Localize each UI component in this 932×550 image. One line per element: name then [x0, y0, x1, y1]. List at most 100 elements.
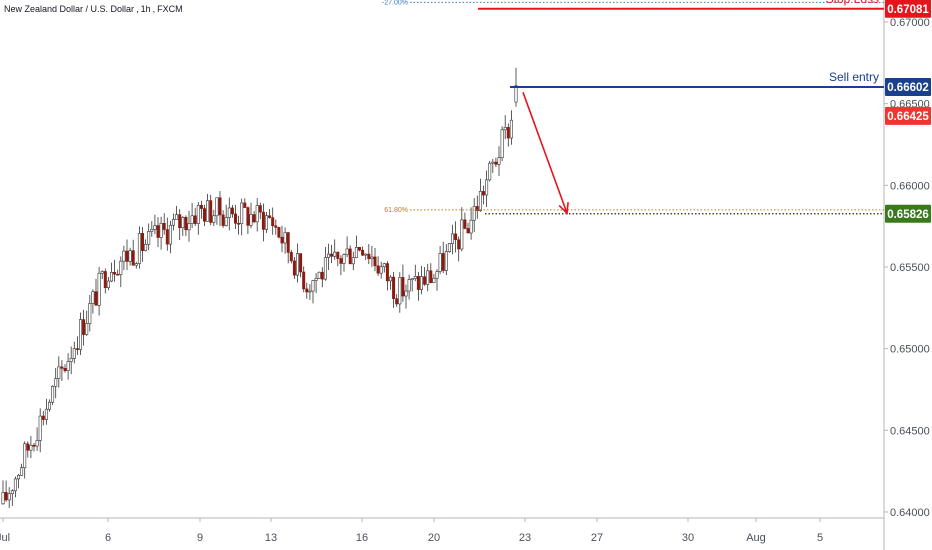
time-tick-label: 30 — [682, 532, 694, 544]
candle-body — [295, 253, 299, 276]
target-price-badge-box — [885, 204, 931, 223]
candle-body — [333, 251, 337, 257]
candle-body — [348, 248, 352, 265]
candle-body — [13, 478, 17, 492]
candle-body — [367, 253, 371, 260]
candle-body — [311, 280, 315, 292]
candle-body — [184, 217, 188, 231]
candle-body — [280, 236, 284, 244]
candle-body — [500, 129, 504, 158]
candle-body — [206, 200, 210, 222]
candle-body — [361, 249, 365, 256]
candle-body — [168, 224, 172, 245]
candle-body — [134, 263, 138, 266]
symbol-exchange: FXCM — [157, 4, 183, 14]
candle-body — [413, 276, 417, 280]
candle-body — [292, 260, 296, 276]
target-price-badge-text: 0.65826 — [887, 209, 929, 221]
candle-body — [506, 127, 510, 139]
candle-body — [113, 271, 117, 275]
candle-body — [354, 247, 358, 258]
candle-body — [187, 223, 191, 231]
candle-body — [450, 233, 454, 244]
candle-body — [178, 214, 182, 229]
candle-body — [317, 271, 321, 279]
candle-body — [277, 227, 281, 238]
current-price-badge-text: 0.66425 — [887, 111, 929, 123]
candle-body — [392, 276, 396, 299]
candle-body — [435, 271, 439, 279]
candle-body — [351, 257, 355, 265]
candle-body — [491, 161, 495, 164]
candle-body — [410, 278, 414, 281]
candle-body — [221, 214, 225, 226]
candle-body — [342, 254, 346, 264]
candle-body — [131, 250, 135, 266]
candle-body — [457, 239, 461, 250]
candle-body — [258, 205, 262, 213]
candle-body — [75, 348, 79, 350]
candle-body — [57, 366, 61, 379]
time-tick-label: Aug — [746, 532, 766, 544]
candle-body — [376, 265, 380, 274]
candle-body — [23, 443, 27, 469]
candle-body — [47, 401, 51, 410]
candle-body — [165, 229, 169, 245]
candle-body — [199, 205, 203, 209]
candle-body — [268, 215, 272, 218]
candle-body — [51, 385, 55, 403]
candle-body — [100, 271, 104, 274]
candle-body — [485, 179, 489, 196]
symbol-name: New Zealand Dollar / U.S. Dollar — [4, 4, 135, 14]
candle-body — [497, 157, 501, 165]
candle-body — [305, 288, 309, 293]
candle-body — [478, 191, 482, 212]
candle-body — [32, 444, 36, 447]
candle-body — [172, 219, 176, 226]
candle-body — [475, 206, 479, 212]
candle-body — [379, 266, 383, 274]
candle-body — [88, 303, 92, 324]
candle-body — [289, 252, 293, 262]
candle-body — [423, 276, 427, 285]
candle-body — [326, 253, 330, 258]
candle-body — [196, 205, 200, 224]
candle-body — [249, 214, 253, 226]
sell-entry-price-badge-box — [885, 78, 931, 97]
candle-body — [116, 273, 120, 276]
candle-body — [54, 378, 58, 387]
candle-body — [122, 250, 126, 262]
candle-body — [181, 217, 185, 229]
symbol-interval: 1h — [140, 4, 151, 14]
candle-body — [212, 215, 216, 223]
trade-arrow-shaft — [522, 92, 568, 214]
candle-body — [128, 250, 132, 262]
candle-body — [385, 263, 389, 282]
price-tick-label: 0.64000 — [890, 507, 930, 519]
stop-loss-label: Stop Loss — [826, 0, 879, 6]
candle-body — [357, 247, 361, 251]
candle-body — [91, 291, 95, 304]
candle-body — [320, 271, 324, 280]
candle-body — [243, 202, 247, 208]
price-tick-label: 0.67000 — [890, 17, 930, 29]
candle-body — [416, 276, 420, 290]
candle-body — [488, 162, 492, 181]
candle-body — [72, 348, 76, 359]
candle-body — [373, 256, 377, 267]
candle-body — [481, 191, 485, 196]
candle-body — [345, 248, 349, 255]
candle-body — [141, 233, 145, 251]
candle-body — [454, 233, 458, 241]
candle-body — [35, 440, 39, 447]
candle-body — [444, 251, 448, 271]
candle-body — [370, 256, 374, 260]
candle-body — [429, 270, 433, 283]
candle-body — [323, 257, 327, 280]
current-price-badge: 0.66425 — [885, 106, 931, 125]
candle-body — [38, 415, 42, 441]
candle-body — [466, 228, 470, 234]
time-tick-label: 23 — [519, 532, 531, 544]
